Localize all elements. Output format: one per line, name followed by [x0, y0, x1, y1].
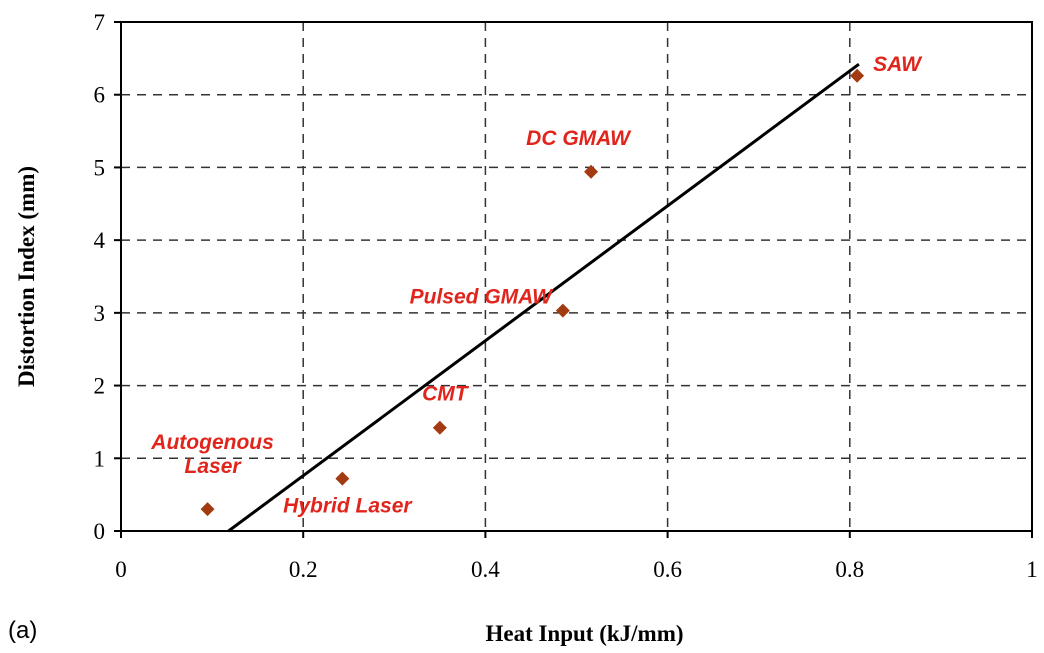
- point-labels: Autogenous Laser Hybrid Laser CMT Pulsed GMA…: [150, 53, 923, 518]
- y-tick-label: 1: [94, 446, 106, 471]
- data-point-marker: [335, 471, 350, 486]
- y-tick-label: 0: [94, 519, 106, 544]
- y-tick-label: 4: [94, 228, 106, 253]
- x-tick-label: 0.4: [471, 557, 500, 582]
- data-points: [200, 68, 865, 517]
- x-tick-label: 0.8: [835, 557, 864, 582]
- point-label: CMT: [422, 383, 470, 406]
- x-tick-label: 0.6: [653, 557, 682, 582]
- point-label: Pulsed GMAW: [410, 286, 555, 309]
- data-point-marker: [555, 303, 570, 318]
- data-point-marker: [200, 502, 215, 517]
- x-axis-title: Heat Input (kJ/mm): [485, 621, 683, 646]
- data-point-marker: [584, 164, 599, 179]
- x-tick-label: 0: [115, 557, 127, 582]
- y-axis-title: Distortion Index (mm): [14, 166, 39, 387]
- y-tick-label: 5: [94, 155, 106, 180]
- data-point-marker: [850, 68, 865, 83]
- data-point-marker: [432, 420, 447, 435]
- y-tick-label: 6: [94, 83, 106, 108]
- y-tick-label: 3: [94, 301, 106, 326]
- panel-label: (a): [8, 617, 37, 644]
- y-tick-label: 7: [94, 10, 106, 35]
- x-tick-label: 1: [1026, 557, 1038, 582]
- trendline: [227, 62, 860, 533]
- y-tick-label: 2: [94, 374, 106, 399]
- point-label: Autogenous Laser: [150, 431, 273, 478]
- axis-ticks: 0 0.2 0.4 0.6 0.8 1 0 1 2 3 4 5 6 7: [94, 10, 1038, 582]
- point-label: SAW: [873, 53, 923, 76]
- grid-lines: [121, 22, 1032, 531]
- point-label: Hybrid Laser: [283, 495, 413, 518]
- point-label: DC GMAW: [526, 127, 632, 150]
- plot-area-frame: [120, 21, 1033, 532]
- x-tick-label: 0.2: [289, 557, 318, 582]
